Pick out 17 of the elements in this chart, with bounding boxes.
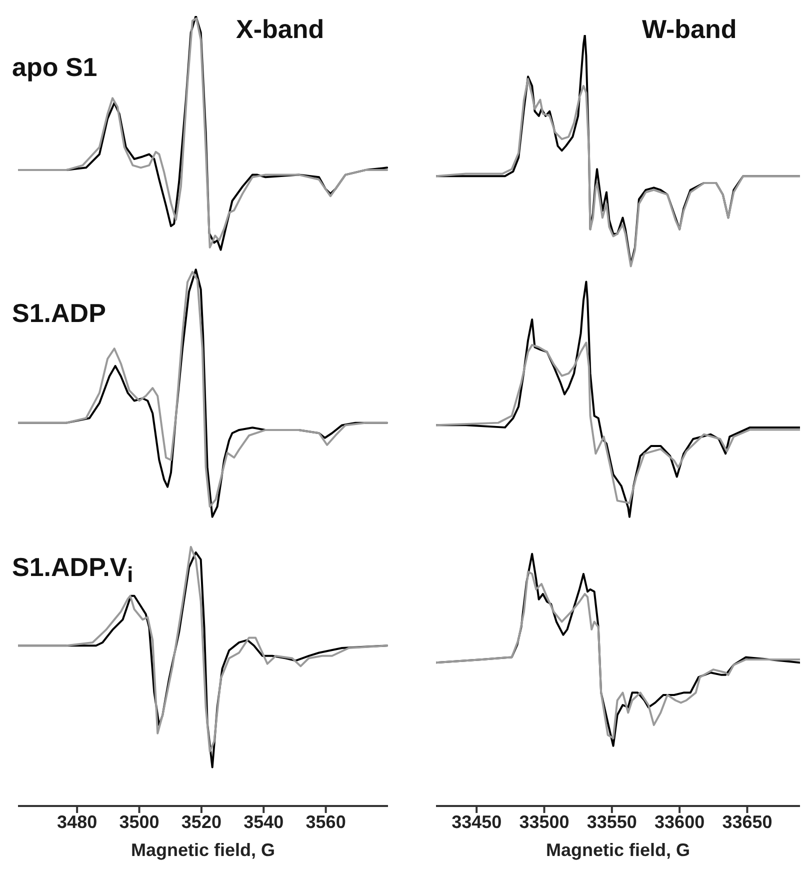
x-tick-label: 3520 bbox=[181, 812, 222, 832]
x-tick-label: 3480 bbox=[57, 812, 98, 832]
x-tick-label: 3560 bbox=[306, 812, 346, 832]
x-tick-label: 33500 bbox=[519, 812, 570, 832]
chart-title: W-band bbox=[642, 14, 737, 45]
x-axis-title: Magnetic field, G bbox=[130, 840, 276, 860]
annotation: S1.ADP.V$_{i}$ bbox=[12, 552, 134, 588]
x-tick-label: 33450 bbox=[452, 812, 502, 832]
x-tick-label: 33550 bbox=[586, 812, 637, 832]
annotation: apo S1 bbox=[12, 52, 98, 83]
x-tick-label: 33650 bbox=[722, 812, 772, 832]
x-tick-label: 3540 bbox=[244, 812, 284, 832]
annotation: S1.ADP bbox=[12, 298, 106, 329]
x-tick-label: 3500 bbox=[119, 812, 160, 832]
x-tick-label: 33600 bbox=[654, 812, 705, 832]
chart-title: X-band bbox=[236, 14, 324, 45]
x-axis-title: Magnetic field, G bbox=[546, 840, 690, 860]
